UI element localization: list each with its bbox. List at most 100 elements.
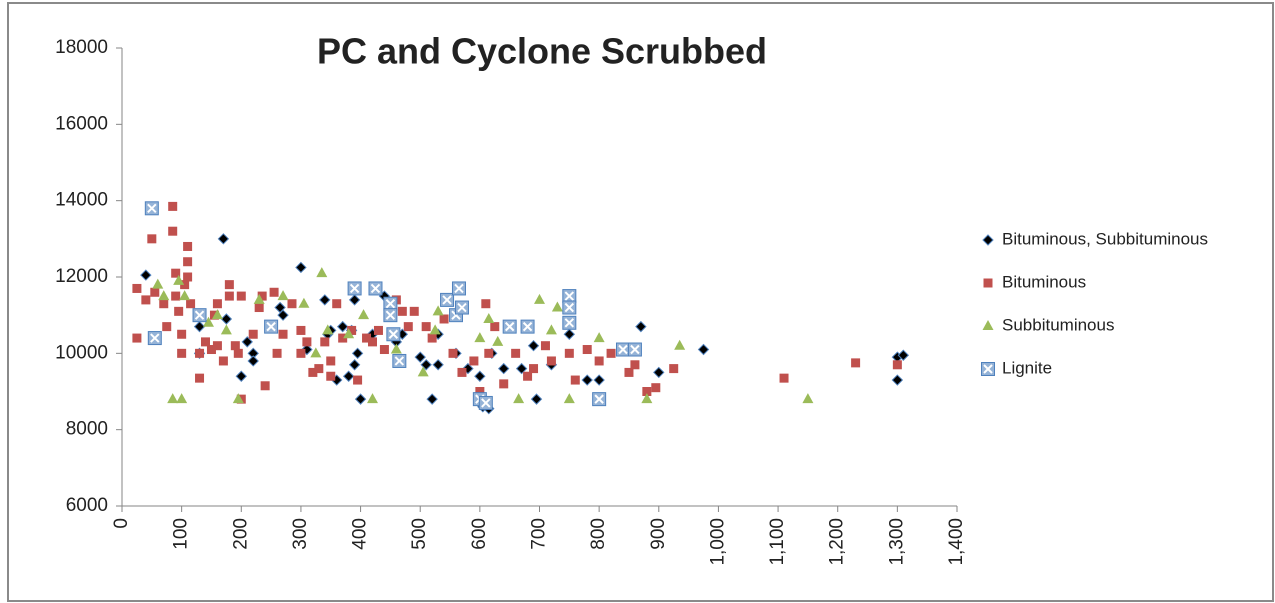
point-cross xyxy=(442,295,452,305)
series xyxy=(132,201,902,404)
legend-marker xyxy=(982,320,994,330)
y-tick-label: 8000 xyxy=(66,419,108,440)
point xyxy=(314,364,324,374)
point xyxy=(326,356,336,366)
point xyxy=(562,289,577,304)
point xyxy=(630,360,640,370)
point xyxy=(183,241,193,251)
point xyxy=(562,300,577,315)
point-cross xyxy=(564,291,575,301)
point xyxy=(551,301,563,312)
point xyxy=(220,313,233,325)
point xyxy=(397,306,407,316)
x-tick-label: 200 xyxy=(230,518,251,550)
point xyxy=(440,292,455,307)
point-cross xyxy=(481,398,491,408)
point xyxy=(158,290,170,301)
point xyxy=(474,332,486,343)
point xyxy=(354,393,367,405)
point xyxy=(162,322,172,332)
point xyxy=(432,305,444,316)
point xyxy=(192,308,207,323)
point xyxy=(336,320,349,333)
point xyxy=(481,299,491,309)
point xyxy=(390,343,402,354)
point xyxy=(511,348,521,358)
chart-title: PC and Cyclone Scrubbed xyxy=(317,31,767,72)
x-tick-label: 1,300 xyxy=(886,518,907,566)
point xyxy=(193,320,206,333)
point xyxy=(224,280,234,290)
point xyxy=(179,290,191,301)
point xyxy=(177,348,187,358)
point xyxy=(624,367,634,377)
point xyxy=(454,300,469,315)
point xyxy=(247,355,259,367)
point xyxy=(426,393,438,405)
point xyxy=(298,297,310,308)
point-cross xyxy=(194,310,205,320)
point-cross xyxy=(385,299,396,309)
point xyxy=(582,345,592,355)
point xyxy=(545,324,557,335)
point-cross xyxy=(630,344,640,355)
point xyxy=(183,272,193,282)
point xyxy=(218,356,228,366)
chart-frame xyxy=(7,2,1274,602)
point xyxy=(891,374,904,386)
point xyxy=(308,367,318,377)
point xyxy=(168,201,178,211)
point xyxy=(296,348,306,358)
point xyxy=(211,309,223,320)
point xyxy=(669,364,679,374)
point xyxy=(212,299,222,309)
point xyxy=(484,348,494,358)
point xyxy=(310,347,322,358)
point xyxy=(296,325,306,335)
point-cross xyxy=(388,329,399,339)
point xyxy=(474,370,486,382)
x-tick-label: 100 xyxy=(171,518,192,550)
point xyxy=(502,319,517,334)
point xyxy=(202,316,214,327)
point xyxy=(429,324,441,335)
legend-marker xyxy=(982,234,994,246)
point xyxy=(332,299,342,309)
point xyxy=(527,339,540,352)
point xyxy=(316,267,328,278)
point-cross xyxy=(504,321,515,332)
point xyxy=(171,291,181,301)
point xyxy=(235,370,247,382)
point xyxy=(492,335,504,346)
point xyxy=(564,348,574,358)
point xyxy=(651,383,661,393)
x-tick-label: 1,100 xyxy=(767,518,788,566)
point xyxy=(851,358,861,368)
point xyxy=(546,356,556,366)
point-cross xyxy=(618,344,628,355)
x-tick-label: 1,400 xyxy=(946,518,967,566)
point xyxy=(180,280,190,290)
point-cross xyxy=(266,321,276,332)
point xyxy=(563,393,575,404)
y-tick-label: 12000 xyxy=(55,266,108,287)
point xyxy=(616,342,630,357)
point xyxy=(348,359,361,371)
point xyxy=(253,293,265,304)
point xyxy=(499,379,509,389)
y-tick-label: 10000 xyxy=(55,342,108,363)
point xyxy=(319,294,331,306)
point xyxy=(152,278,164,289)
point xyxy=(642,387,652,396)
point xyxy=(534,293,545,304)
point-cross xyxy=(522,321,533,332)
point xyxy=(277,290,289,301)
point xyxy=(457,367,467,377)
point xyxy=(523,371,533,381)
point xyxy=(594,356,604,366)
point xyxy=(168,226,178,236)
point xyxy=(802,393,814,404)
x-tick-label: 600 xyxy=(469,518,490,550)
point xyxy=(432,359,444,371)
point xyxy=(414,351,426,363)
